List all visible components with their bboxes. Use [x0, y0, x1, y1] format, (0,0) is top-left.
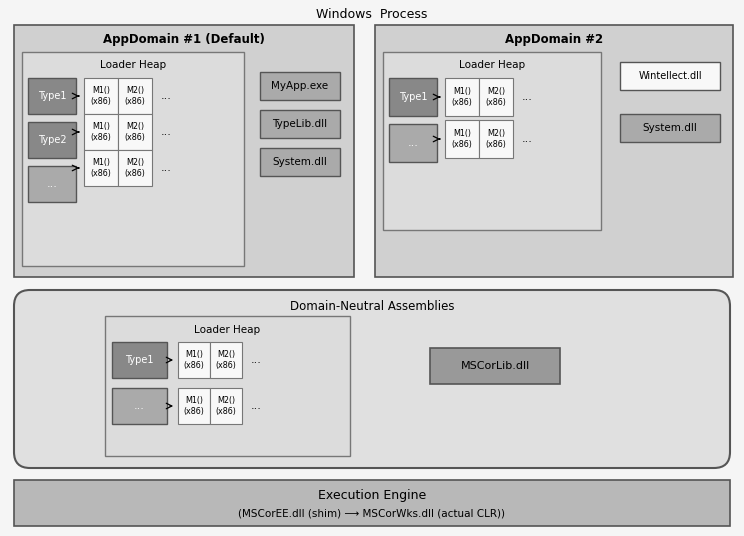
Text: M2()
(x86): M2() (x86) — [124, 86, 145, 106]
Bar — [620, 114, 720, 142]
Bar — [112, 388, 167, 424]
Text: M1()
(x86): M1() (x86) — [91, 158, 112, 178]
Bar — [22, 52, 244, 266]
Text: Type1: Type1 — [399, 92, 427, 102]
Bar — [620, 62, 720, 90]
FancyBboxPatch shape — [14, 290, 730, 468]
Bar — [445, 78, 479, 116]
Text: MyApp.exe: MyApp.exe — [272, 81, 329, 91]
Bar — [383, 52, 601, 230]
Text: ...: ... — [161, 127, 171, 137]
Bar — [118, 150, 152, 186]
Text: Type2: Type2 — [38, 135, 66, 145]
Text: M1()
(x86): M1() (x86) — [452, 87, 472, 107]
Bar — [389, 78, 437, 116]
Text: Loader Heap: Loader Heap — [459, 60, 525, 70]
Bar — [479, 120, 513, 158]
Text: M1()
(x86): M1() (x86) — [184, 396, 205, 416]
Text: M2()
(x86): M2() (x86) — [124, 122, 145, 142]
Bar — [430, 348, 560, 384]
Text: AppDomain #2: AppDomain #2 — [505, 33, 603, 47]
Text: M1()
(x86): M1() (x86) — [91, 122, 112, 142]
Text: M1()
(x86): M1() (x86) — [452, 129, 472, 148]
Bar — [14, 480, 730, 526]
Text: ...: ... — [251, 355, 261, 365]
Bar — [84, 114, 118, 150]
Text: Type1: Type1 — [38, 91, 66, 101]
Bar — [84, 78, 118, 114]
Bar — [118, 114, 152, 150]
Text: ...: ... — [251, 401, 261, 411]
Text: M2()
(x86): M2() (x86) — [124, 158, 145, 178]
Text: System.dll: System.dll — [272, 157, 327, 167]
Bar — [210, 342, 242, 378]
Text: ...: ... — [408, 138, 418, 148]
Bar — [210, 388, 242, 424]
Bar — [260, 110, 340, 138]
Text: M1()
(x86): M1() (x86) — [184, 351, 205, 370]
Text: M2()
(x86): M2() (x86) — [486, 129, 507, 148]
Bar — [112, 342, 167, 378]
Bar — [375, 25, 733, 277]
Text: ...: ... — [161, 91, 171, 101]
Text: M1()
(x86): M1() (x86) — [91, 86, 112, 106]
Text: Execution Engine: Execution Engine — [318, 489, 426, 503]
Bar — [28, 78, 76, 114]
Bar — [260, 72, 340, 100]
Text: ...: ... — [47, 179, 57, 189]
Text: System.dll: System.dll — [643, 123, 697, 133]
Text: Domain-Neutral Assemblies: Domain-Neutral Assemblies — [289, 300, 455, 312]
Bar — [84, 150, 118, 186]
Bar — [178, 388, 210, 424]
Bar — [479, 78, 513, 116]
Text: ...: ... — [522, 92, 533, 102]
Text: (MSCorEE.dll (shim) ⟶ MSCorWks.dll (actual CLR)): (MSCorEE.dll (shim) ⟶ MSCorWks.dll (actu… — [239, 509, 505, 519]
Text: ...: ... — [161, 163, 171, 173]
Text: M2()
(x86): M2() (x86) — [216, 396, 237, 416]
Text: Loader Heap: Loader Heap — [100, 60, 166, 70]
Text: Windows  Process: Windows Process — [316, 8, 428, 20]
Text: Loader Heap: Loader Heap — [194, 325, 260, 335]
Bar — [14, 25, 354, 277]
Text: AppDomain #1 (Default): AppDomain #1 (Default) — [103, 33, 265, 47]
Text: ...: ... — [522, 134, 533, 144]
Bar — [178, 342, 210, 378]
Bar — [260, 148, 340, 176]
Text: M2()
(x86): M2() (x86) — [486, 87, 507, 107]
Bar — [28, 122, 76, 158]
Bar — [105, 316, 350, 456]
Text: Type1: Type1 — [125, 355, 153, 365]
Text: Wintellect.dll: Wintellect.dll — [638, 71, 702, 81]
Bar — [28, 166, 76, 202]
Text: TypeLib.dll: TypeLib.dll — [272, 119, 327, 129]
Bar — [445, 120, 479, 158]
Text: ...: ... — [134, 401, 144, 411]
Text: M2()
(x86): M2() (x86) — [216, 351, 237, 370]
Bar — [118, 78, 152, 114]
Bar — [389, 124, 437, 162]
Text: MSCorLib.dll: MSCorLib.dll — [461, 361, 530, 371]
